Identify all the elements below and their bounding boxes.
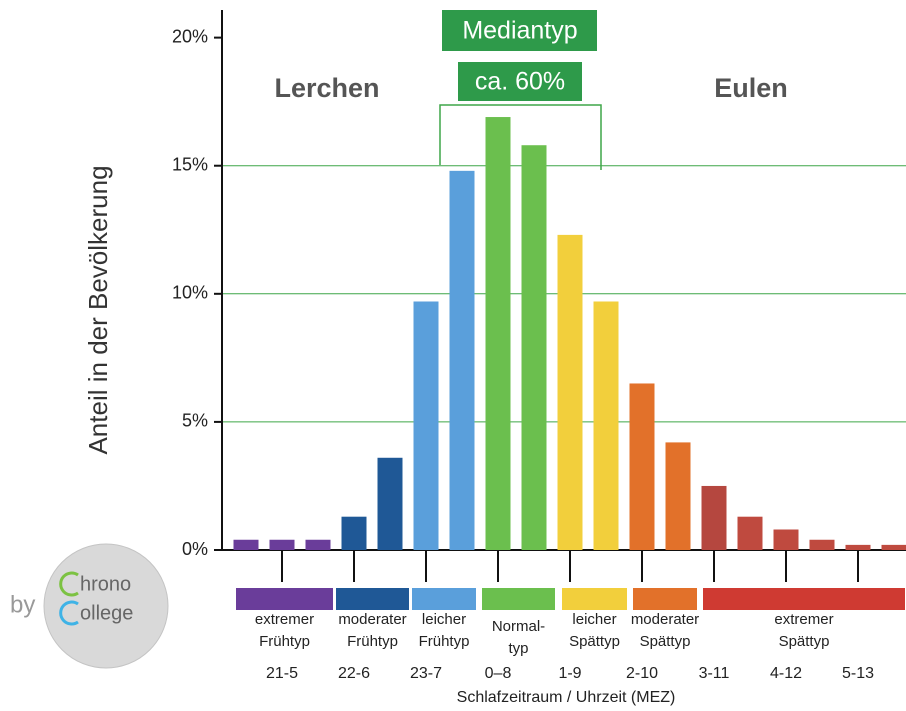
bar [305,539,331,550]
x-tick-label: 3-11 [699,665,730,682]
bar [629,383,655,550]
bar [665,442,691,550]
group-label: Spättyp [569,633,620,650]
median-box [442,10,597,51]
logo-text: ollege [80,602,133,624]
group-label: leicher [422,611,466,628]
x-tick-label: 21-5 [266,665,298,682]
bar [413,301,439,550]
y-tick-label: 20% [172,26,208,46]
x-tick-label: 0–8 [485,665,512,682]
bar [377,457,403,550]
y-tick-label: 0% [182,539,208,559]
bar [269,539,295,550]
group-label: typ [508,640,528,657]
group-label: Frühtyp [347,633,398,650]
bar [485,117,511,551]
x-tick-label: 2-10 [626,665,658,682]
bar [521,145,547,550]
group-label: Spättyp [640,633,691,650]
group-label: Normal- [492,618,545,635]
bar [449,170,475,551]
x-tick-label: 4-12 [770,665,802,682]
bar [593,301,619,550]
bar [809,539,835,550]
median-bracket [439,104,602,170]
logo-c [59,600,79,626]
annotation: Eulen [714,73,788,103]
group-label: Spättyp [779,633,830,650]
group-label: extremer [774,611,833,628]
group-label: Frühtyp [419,633,470,650]
annotation: ca. 60% [475,68,565,96]
annotation: Mediantyp [462,17,577,45]
group-band [633,588,697,610]
x-tick-label: 1-9 [558,665,581,682]
bar [701,485,727,550]
bar [341,516,367,550]
y-tick-label: 15% [172,154,208,174]
logo-by: by [10,591,35,618]
group-band [482,588,555,610]
group-band [412,588,476,610]
y-tick-label: 10% [172,283,208,303]
group-band [336,588,409,610]
group-label: moderater [338,611,406,628]
annotation: Lerchen [274,73,379,103]
y-tick-label: 5% [182,411,208,431]
group-band [562,588,627,610]
bar [881,544,906,550]
x-tick-label: 23-7 [410,665,442,682]
group-band [703,588,905,610]
group-label: leicher [572,611,616,628]
group-band [236,588,333,610]
y-axis-label: Anteil in der Bevölkerung [83,165,113,454]
logo-text: hrono [80,573,131,595]
bar [773,529,799,550]
group-label: moderater [631,611,699,628]
group-label: Frühtyp [259,633,310,650]
logo: by hrono ollege [10,543,169,669]
bar [233,539,259,550]
x-tick-label: 22-6 [338,665,370,682]
median-box [458,62,582,101]
logo-c [59,571,79,597]
bar [845,544,871,550]
x-tick-label: 5-13 [842,665,874,682]
group-label: extremer [255,611,314,628]
x-axis-label: Schlafzeitraum / Uhrzeit (MEZ) [457,689,676,706]
bar [737,516,763,550]
bar [557,234,583,550]
